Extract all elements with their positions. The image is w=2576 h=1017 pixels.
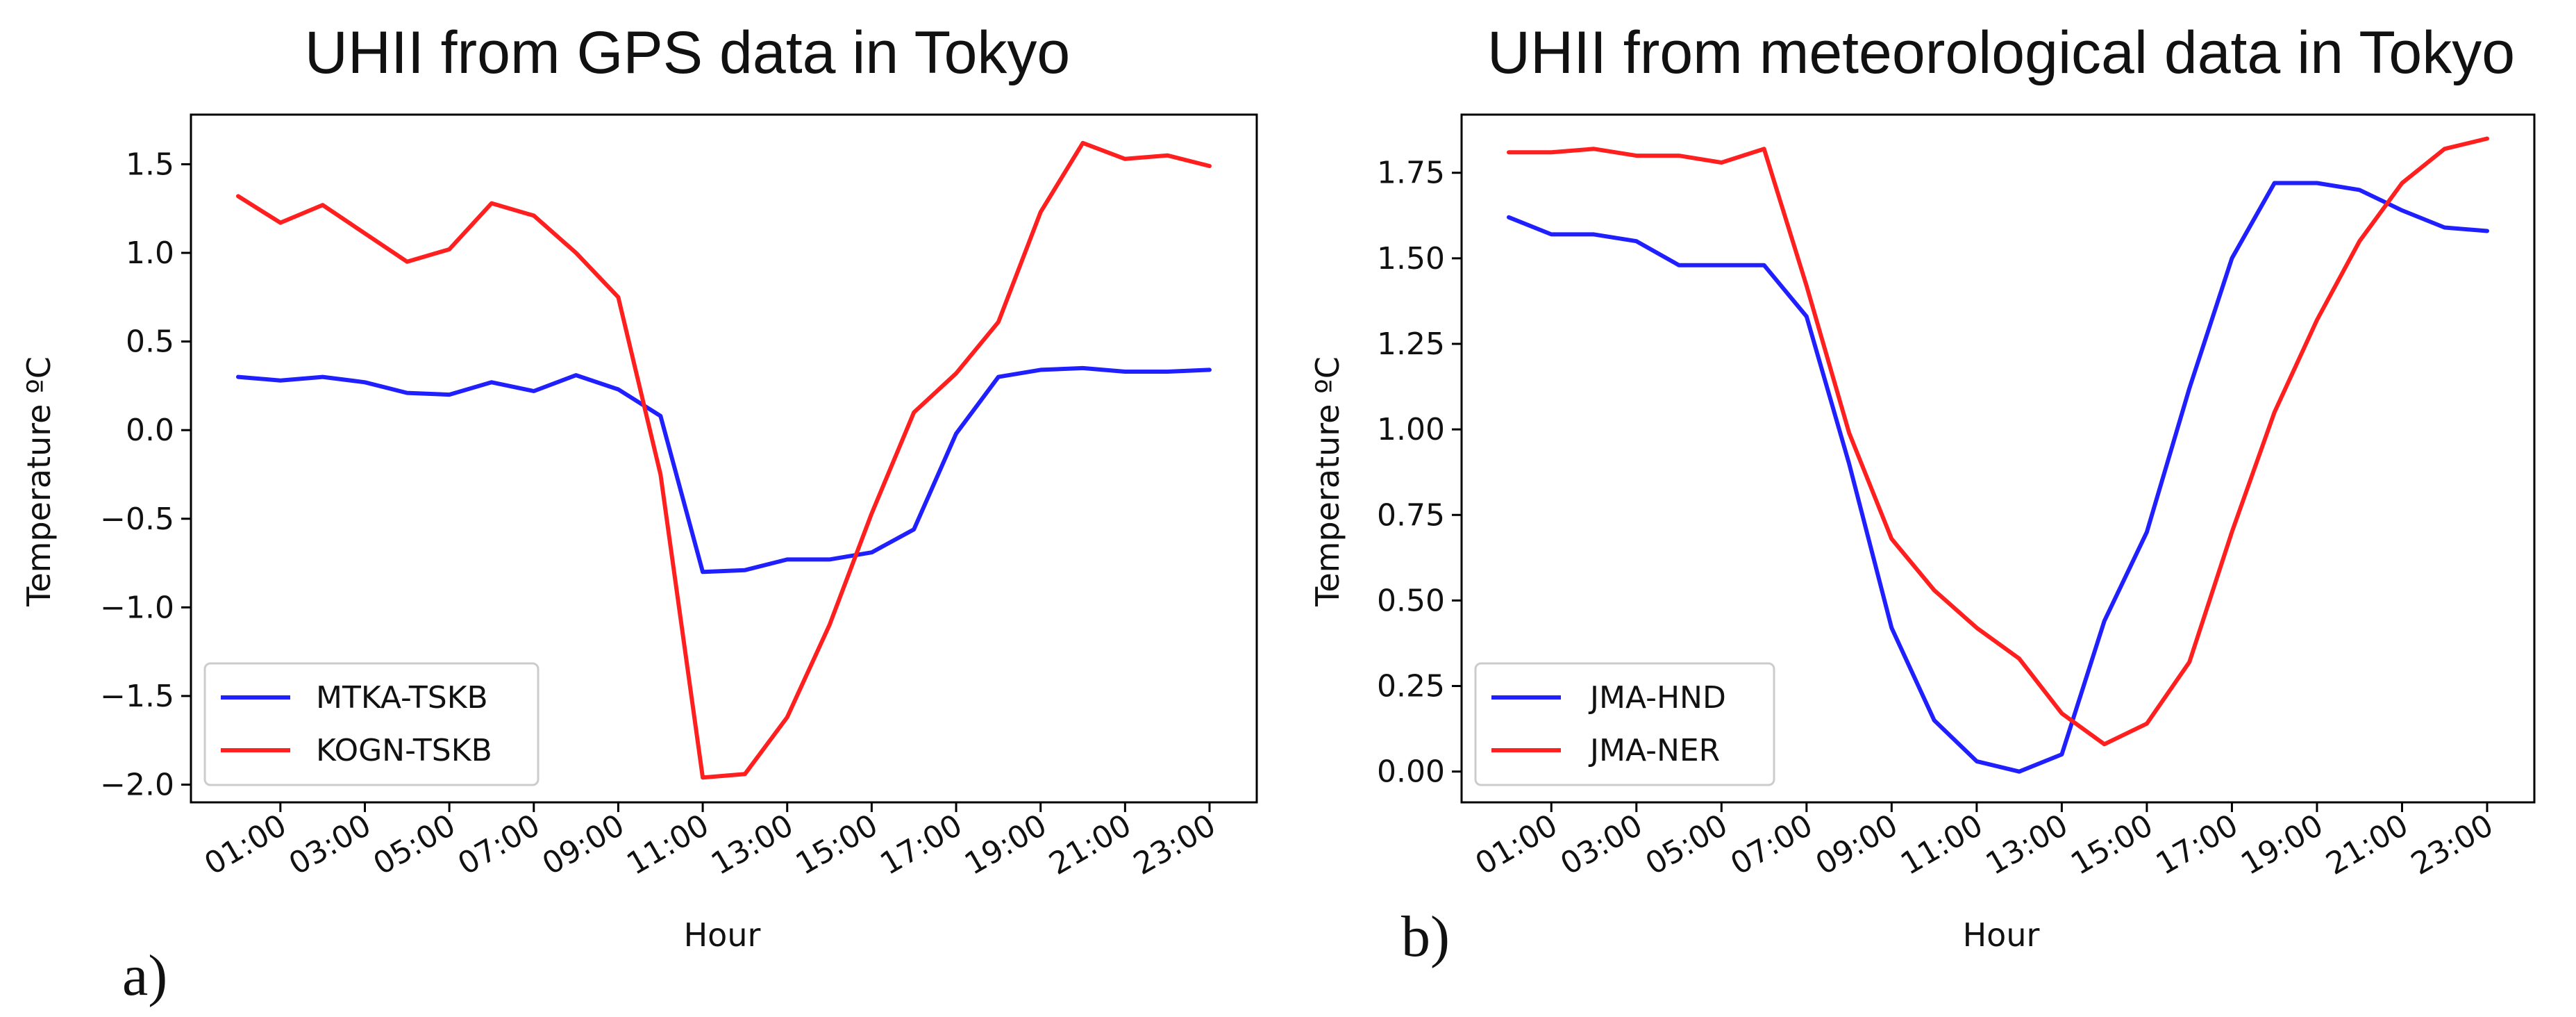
- x-tick-label: 03:00: [283, 807, 377, 882]
- x-tick-label: 15:00: [790, 807, 884, 882]
- x-tick-label: 17:00: [874, 807, 968, 882]
- series-line-jma-hnd: [1507, 181, 2489, 774]
- x-tick-label: 01:00: [1469, 807, 1563, 882]
- y-tick-label: 0.75: [1377, 497, 1445, 533]
- series-line-mtka-tskb: [236, 365, 1212, 574]
- legend-box: [203, 662, 540, 786]
- y-tick-label: −1.0: [100, 590, 174, 625]
- x-tick-label: 07:00: [1725, 807, 1818, 882]
- legend: JMA-HND JMA-NER: [1474, 662, 1775, 786]
- y-tick-label: −1.5: [100, 679, 174, 714]
- y-tick-label: 0.5: [126, 324, 174, 360]
- plot-frame: [1460, 113, 2536, 804]
- x-tick-label: 07:00: [452, 807, 546, 882]
- y-tick-label: −0.5: [100, 502, 174, 537]
- y-axis: −2.0 −1.5 −1.0 −0.5 0.0 0.5 1.0 1.5: [100, 147, 191, 802]
- x-tick-label: 21:00: [2320, 807, 2414, 882]
- x-tick-label: 13:00: [705, 807, 799, 882]
- series-line-kogn-tskb: [236, 140, 1212, 780]
- y-tick-label: 1.5: [126, 147, 174, 182]
- x-axis-label: Hour: [1963, 916, 2040, 954]
- x-tick-label: 21:00: [1044, 807, 1137, 882]
- y-axis-label: Temperature ºC: [20, 356, 58, 607]
- x-axis-label: Hour: [684, 916, 761, 954]
- x-tick-label: 23:00: [2405, 807, 2499, 882]
- y-tick-label: 1.25: [1377, 326, 1445, 362]
- x-axis: 01:0003:0005:0007:0009:0011:0013:0015:00…: [1469, 802, 2500, 882]
- y-tick-label: 0.25: [1377, 669, 1445, 704]
- panel-label: b): [1401, 904, 1450, 969]
- y-tick-label: 0.50: [1377, 583, 1445, 618]
- x-tick-label: 09:00: [1810, 807, 1904, 882]
- x-tick-label: 13:00: [1980, 807, 2074, 882]
- series-group: [1507, 136, 2489, 774]
- y-axis-label: Temperature ºC: [1309, 356, 1346, 607]
- x-tick-label: 05:00: [1639, 807, 1733, 882]
- x-tick-label: 05:00: [367, 807, 461, 882]
- x-tick-label: 11:00: [621, 807, 714, 882]
- y-tick-label: 1.00: [1377, 412, 1445, 447]
- x-tick-label: 17:00: [2150, 807, 2244, 882]
- legend-box: [1474, 662, 1775, 786]
- x-tick-label: 23:00: [1128, 807, 1221, 882]
- x-axis: 01:0003:0005:0007:0009:0011:0013:0015:00…: [199, 802, 1222, 882]
- y-tick-label: 1.75: [1377, 156, 1445, 191]
- y-tick-label: 0.00: [1377, 754, 1445, 790]
- legend-label-mtka-tskb: MTKA-TSKB: [316, 680, 488, 716]
- legend-label-kogn-tskb: KOGN-TSKB: [316, 733, 492, 768]
- y-axis: 0.00 0.25 0.50 0.75 1.00 1.25 1.50 1.75: [1377, 156, 1462, 790]
- panel-label: a): [122, 943, 167, 1008]
- y-tick-label: −2.0: [100, 767, 174, 802]
- series-line-jma-ner: [1507, 136, 2489, 747]
- series-group: [236, 140, 1212, 780]
- chart-title: UHII from meteorological data in Tokyo: [1487, 19, 2515, 86]
- x-tick-label: 09:00: [537, 807, 630, 882]
- chart-title: UHII from GPS data in Tokyo: [305, 19, 1071, 86]
- x-tick-label: 11:00: [1895, 807, 1989, 882]
- chart-panel-b: UHII from meteorological data in Tokyo H…: [1309, 19, 2536, 969]
- x-tick-label: 03:00: [1555, 807, 1648, 882]
- legend-label-jma-ner: JMA-NER: [1588, 733, 1720, 768]
- x-tick-label: 01:00: [199, 807, 292, 882]
- y-tick-label: 1.0: [126, 235, 174, 271]
- y-tick-label: 1.50: [1377, 241, 1445, 276]
- plot-frame: [190, 113, 1258, 804]
- legend: MTKA-TSKB KOGN-TSKB: [203, 662, 540, 786]
- chart-panel-a: UHII from GPS data in Tokyo Hour Tempera…: [20, 19, 1258, 1008]
- x-tick-label: 19:00: [2235, 807, 2329, 882]
- x-tick-label: 19:00: [959, 807, 1053, 882]
- y-tick-label: 0.0: [126, 413, 174, 448]
- legend-label-jma-hnd: JMA-HND: [1588, 680, 1726, 716]
- x-tick-label: 15:00: [2065, 807, 2159, 882]
